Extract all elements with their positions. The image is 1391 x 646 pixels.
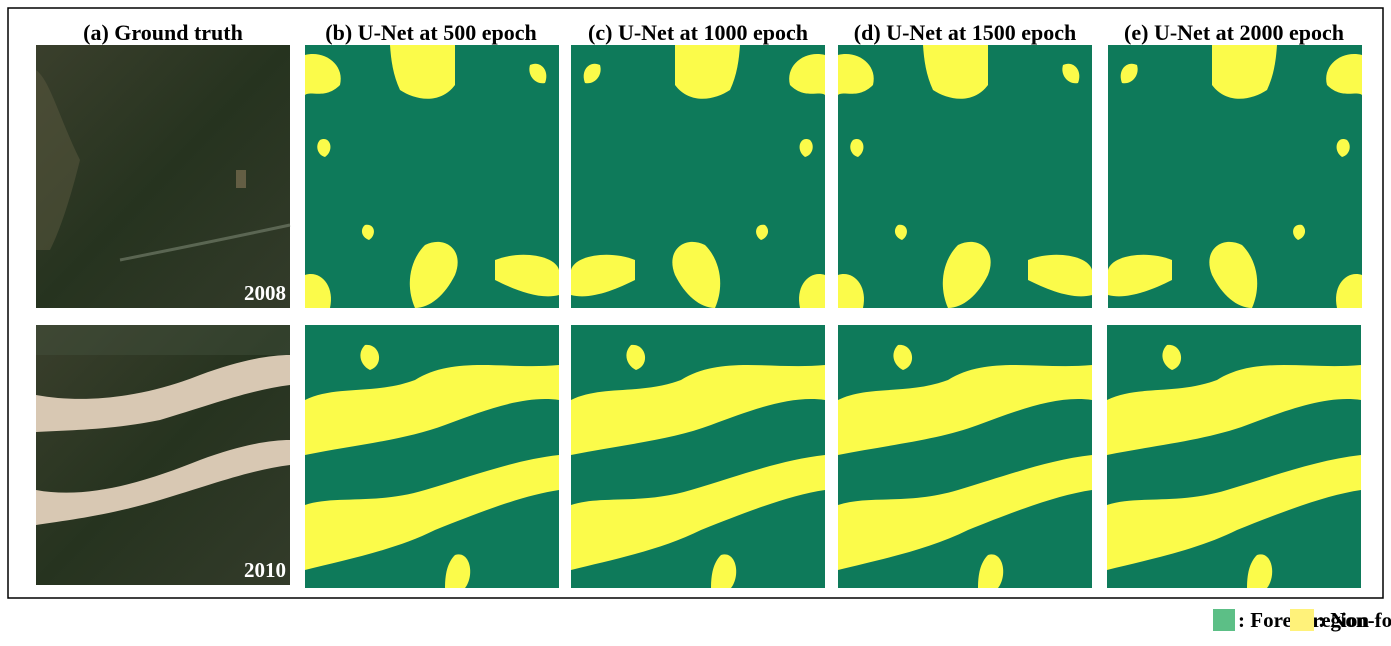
photo-2010	[36, 325, 290, 585]
column-title: (c) U-Net at 1000 epoch	[588, 20, 808, 45]
figure: (a) Ground truth (b) U-Net at 500 epoch …	[0, 0, 1391, 641]
legend-label: : Non-forest region	[1318, 608, 1391, 632]
page: (a) Ground truth (b) U-Net at 500 epoch …	[0, 0, 1391, 641]
column-title: (d) U-Net at 1500 epoch	[854, 20, 1076, 45]
legend-swatch	[1290, 609, 1314, 631]
column-title: (b) U-Net at 500 epoch	[325, 20, 536, 45]
column-title: (a) Ground truth	[83, 20, 243, 45]
column-title: (e) U-Net at 2000 epoch	[1124, 20, 1344, 45]
segmentation-maps	[305, 45, 1362, 588]
legend-swatch	[1213, 609, 1235, 631]
photo-2008	[36, 45, 290, 308]
year-label: 2008	[244, 281, 286, 305]
year-label: 2010	[244, 558, 286, 582]
